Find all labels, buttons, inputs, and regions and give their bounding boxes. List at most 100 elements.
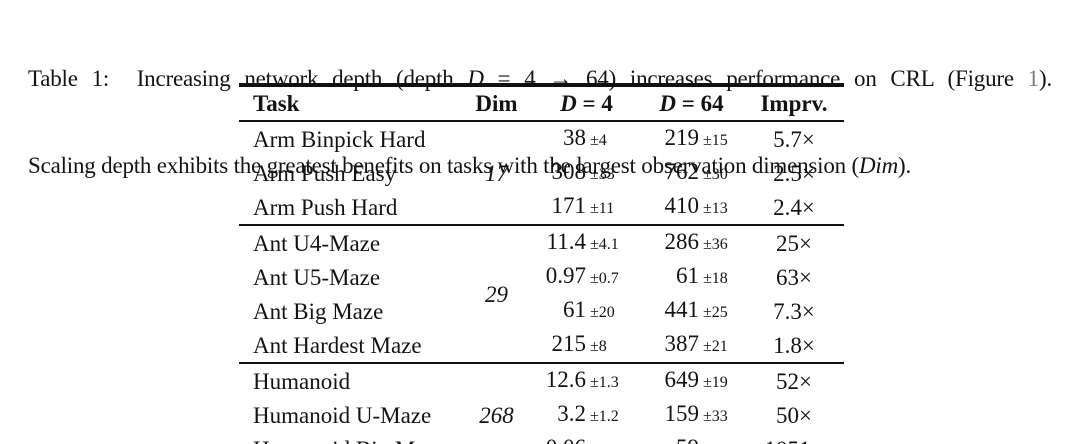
- caption-text: ).: [1038, 66, 1052, 91]
- d4-value-cell: 0.06 ±0.04: [534, 432, 639, 444]
- value-err: ±1.2: [590, 408, 619, 425]
- dim-cell: 17: [485, 160, 508, 186]
- value-err: ±21: [703, 338, 728, 355]
- caption-table-label: Table 1:: [28, 66, 110, 91]
- col-header-d4: D = 4: [534, 85, 639, 121]
- header-text: = 4: [576, 91, 613, 116]
- table-row: Arm Push Hard 171 ±11 410 ±13 2.4×: [239, 190, 844, 225]
- caption-line-2: Scaling depth exhibits the greatest bene…: [28, 151, 1052, 180]
- value-err: ±18: [703, 270, 728, 287]
- caption-text: ).: [897, 153, 911, 178]
- value-err: ±4.1: [590, 236, 619, 253]
- col-header-imprv: Imprv.: [760, 91, 828, 116]
- value-main: 3.2: [557, 401, 586, 426]
- imprv-cell: 52×: [776, 368, 812, 394]
- d4-value-cell: 215 ±8: [534, 328, 639, 363]
- task-cell: Humanoid: [253, 368, 351, 394]
- col-header-dim: Dim: [475, 91, 518, 116]
- value-main: 12.6: [545, 367, 586, 392]
- value-err: ±30: [703, 166, 728, 183]
- table-row: Ant U4-Maze 29 11.4 ±4.1 286 ±36 25×: [239, 225, 844, 307]
- d4-value-cell: 0.97 ±0.7: [534, 260, 639, 294]
- table-row: Humanoid 268 12.6 ±1.3 649 ±19 52×: [239, 363, 844, 428]
- d4-value-cell: 38 ±4: [534, 121, 639, 156]
- results-table-container: Task Dim D = 4 D = 64 Imprv. Arm Binpick…: [239, 83, 845, 444]
- d64-value-cell: 649 ±19: [639, 363, 744, 398]
- value-err: ±25: [703, 304, 728, 321]
- imprv-cell: 1051×: [744, 432, 844, 444]
- d4-value-cell: 61 ±20: [534, 294, 639, 328]
- col-header-task: Task: [253, 91, 300, 116]
- value-err: ±11: [590, 200, 615, 217]
- value-err: ±15: [703, 132, 728, 149]
- d64-value-cell: 59 ±21: [639, 432, 744, 444]
- task-cell: Arm Binpick Hard: [253, 126, 426, 152]
- col-header-d64: D = 64: [639, 85, 744, 121]
- task-cell: Humanoid U-Maze: [253, 402, 432, 428]
- value-main: 215: [551, 331, 587, 356]
- task-cell: Ant U5-Maze: [253, 264, 381, 290]
- value-main: 61: [563, 297, 586, 322]
- value-err: ±0.04: [590, 435, 627, 444]
- results-table: Task Dim D = 4 D = 64 Imprv. Arm Binpick…: [239, 83, 844, 444]
- value-err: ±8: [590, 338, 607, 355]
- value-main: 308: [551, 159, 587, 184]
- imprv-cell: 7.3×: [773, 298, 815, 324]
- imprv-cell: 2.5×: [773, 160, 815, 186]
- d64-value-cell: 410 ±13: [639, 190, 744, 225]
- value-main: 387: [664, 331, 700, 356]
- task-group-arm: Arm Binpick Hard 17 38 ±4 219 ±15 5.7× Arm…: [239, 121, 844, 225]
- imprv-cell: 2.4×: [773, 194, 815, 220]
- task-cell: Ant Big Maze: [253, 298, 384, 324]
- imprv-cell: 63×: [776, 264, 812, 290]
- value-main: 0.06: [534, 432, 586, 444]
- table-row: Ant Big Maze 61 ±20 441 ±25 7.3×: [239, 294, 844, 328]
- value-err: ±33: [703, 408, 728, 425]
- value-main: 38: [563, 125, 586, 150]
- header-text: = 64: [676, 91, 724, 116]
- d4-value-cell: 308 ±33: [534, 156, 639, 190]
- table-row: Arm Binpick Hard 17 38 ±4 219 ±15 5.7×: [239, 121, 844, 186]
- value-main: 0.97: [545, 263, 586, 288]
- value-main: 410: [664, 193, 700, 218]
- value-main: 762: [664, 159, 700, 184]
- d64-value-cell: 219 ±15: [639, 121, 744, 156]
- dim-cell: 29: [485, 281, 508, 307]
- value-err: ±19: [703, 374, 728, 391]
- caption-text: Scaling depth exhibits the greatest bene…: [28, 153, 859, 178]
- figure-ref-link: 1: [1027, 66, 1040, 91]
- value-main: 61: [676, 263, 699, 288]
- value-err: ±33: [590, 166, 615, 183]
- imprv-cell: 25×: [776, 230, 812, 256]
- imprv-cell: 1.8×: [773, 332, 815, 358]
- d64-value-cell: 286 ±36: [639, 225, 744, 260]
- value-err: ±21: [703, 435, 728, 444]
- value-main: 11.4: [546, 229, 586, 254]
- task-cell: Ant Hardest Maze: [253, 332, 422, 358]
- table-row: Ant U5-Maze 0.97 ±0.7 61 ±18 63×: [239, 260, 844, 294]
- header-row: Task Dim D = 4 D = 64 Imprv.: [239, 85, 844, 121]
- d-variable: D: [659, 91, 676, 116]
- value-err: ±13: [703, 200, 728, 217]
- table-row: Humanoid Big Maze 0.06 ±0.04 59 ±21 1051×: [239, 432, 844, 444]
- d64-value-cell: 762 ±30: [639, 156, 744, 190]
- task-cell: Arm Push Easy: [253, 160, 397, 186]
- dim-cell: 268: [479, 402, 514, 428]
- table-row: Humanoid U-Maze 3.2 ±1.2 159 ±33 50×: [239, 398, 844, 432]
- value-main: 286: [664, 229, 700, 254]
- value-main: 219: [664, 125, 700, 150]
- d4-value-cell: 3.2 ±1.2: [534, 398, 639, 432]
- value-main: 441: [664, 297, 700, 322]
- d64-value-cell: 441 ±25: [639, 294, 744, 328]
- value-main: 59: [639, 432, 699, 444]
- table-row: Ant Hardest Maze 215 ±8 387 ±21 1.8×: [239, 328, 844, 363]
- value-err: ±4: [590, 132, 607, 149]
- task-cell: Ant U4-Maze: [253, 230, 381, 256]
- value-err: ±20: [590, 304, 615, 321]
- d64-value-cell: 61 ±18: [639, 260, 744, 294]
- value-main: 171: [551, 193, 587, 218]
- value-err: ±0.7: [590, 270, 619, 287]
- imprv-cell: 5.7×: [773, 126, 815, 152]
- task-group-ant: Ant U4-Maze 29 11.4 ±4.1 286 ±36 25× Ant U…: [239, 225, 844, 363]
- table-row: Arm Push Easy 308 ±33 762 ±30 2.5×: [239, 156, 844, 190]
